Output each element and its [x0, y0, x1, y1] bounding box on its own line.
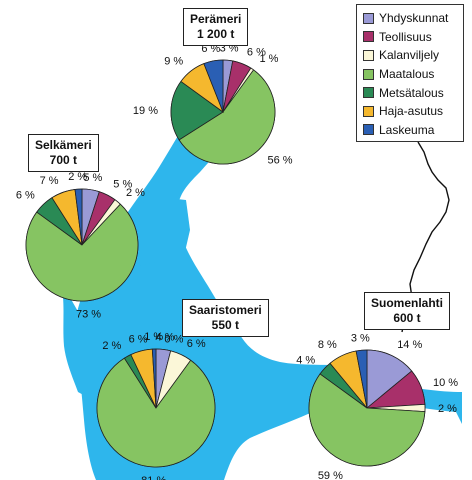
pie-charts: 3 % 6 %1 %56 %19 %9 %6 %5 %5 %2 %73 %6 %7…	[16, 42, 458, 480]
legend-label: Maatalous	[379, 67, 435, 82]
pie-slice-maatalous	[25, 203, 139, 302]
data-label: 73 %	[76, 309, 101, 321]
data-label: 4 %	[296, 354, 315, 366]
data-label: 2 %	[102, 340, 121, 352]
legend-swatch	[363, 87, 374, 99]
data-label: 7 %	[40, 175, 59, 187]
legend-item: Yhdyskunnat	[363, 9, 459, 28]
data-label: 81 %	[141, 475, 166, 480]
region-load: 700 t	[49, 153, 78, 167]
legend-label: Laskeuma	[379, 122, 435, 137]
pie-slice-laskeuma	[74, 188, 83, 246]
data-label: 1 %	[144, 331, 163, 343]
data-label: 2 %	[68, 171, 87, 183]
legend-label: Kalanviljely	[379, 48, 440, 63]
data-label: 56 %	[268, 154, 293, 166]
data-label: 5 %	[113, 179, 132, 191]
legend-label: Haja-asutus	[379, 104, 444, 119]
legend-label: Teollisuus	[379, 29, 432, 44]
data-label: 6 %	[187, 338, 206, 350]
region-load: 1 200 t	[197, 27, 235, 41]
legend-item: Metsätalous	[363, 83, 459, 102]
region-label-selkameri: Selkämeri 700 t	[28, 134, 99, 172]
data-label: 0 %	[164, 333, 183, 345]
legend-item: Kalanviljely	[363, 46, 459, 65]
legend-swatch	[363, 49, 374, 61]
region-label-suomenlahti: Suomenlahti 600 t	[364, 292, 451, 330]
data-label: 2 %	[126, 187, 145, 199]
pie-slice-metsatalous	[170, 80, 224, 141]
legend-item: Laskeuma	[363, 121, 459, 140]
pie-3: 14 % 10 % 2 % 59 % 4 %8 % 3 %	[296, 332, 458, 480]
legend-swatch	[363, 68, 374, 80]
region-load: 600 t	[393, 311, 421, 325]
legend: Yhdyskunnat Teollisuus Kalanviljely Maat…	[356, 4, 464, 142]
pie-slice-laskeuma	[355, 349, 368, 409]
legend-swatch	[363, 31, 374, 43]
data-label: 9 %	[164, 56, 183, 68]
legend-swatch	[363, 105, 374, 117]
legend-item: Teollisuus	[363, 28, 459, 47]
data-label: 59 %	[318, 470, 343, 480]
data-label: 19 %	[133, 105, 158, 117]
pie-slice-laskeuma	[203, 59, 224, 113]
region-load: 550 t	[211, 318, 240, 332]
sea-area	[60, 280, 96, 402]
region-name: Selkämeri	[35, 138, 92, 152]
data-label: 6 %	[129, 333, 148, 345]
legend-label: Yhdyskunnat	[379, 11, 449, 26]
data-label: 6 %	[247, 47, 266, 59]
legend-item: Haja-asutus	[363, 102, 459, 121]
region-label-peramari: Perämeri 1 200 t	[183, 8, 249, 46]
region-label-saaristomeri: Saaristomeri 550 t	[182, 299, 269, 337]
pie-slice-maatalous	[96, 357, 216, 468]
data-label: 1 %	[260, 53, 279, 65]
data-label: 3 %	[351, 332, 370, 344]
data-label: 8 %	[318, 339, 337, 351]
region-name: Perämeri	[190, 12, 242, 26]
legend-label: Metsätalous	[379, 85, 444, 100]
data-label: 5 %	[83, 172, 102, 184]
pie-1: 5 %5 %2 %73 %6 %7 % 2 %	[16, 171, 145, 321]
data-label: 14 %	[397, 339, 422, 351]
legend-swatch	[363, 124, 374, 136]
data-label: 10 %	[433, 377, 458, 389]
pie-slice-maatalous	[178, 69, 276, 165]
pie-2: 4 %0 %6 %81 %2 %6 %1 %	[96, 331, 216, 480]
region-name: Suomenlahti	[371, 296, 444, 310]
data-label: 2 %	[438, 403, 457, 415]
region-name: Saaristomeri	[189, 303, 262, 317]
legend-item: Maatalous	[363, 65, 459, 84]
data-label: 6 %	[201, 43, 220, 55]
pie-slice-yhdyskunnat	[366, 349, 413, 409]
pie-0: 3 % 6 %1 %56 %19 %9 %6 %	[133, 42, 293, 166]
data-label: 4 %	[156, 332, 175, 344]
pie-slice-laskeuma	[151, 348, 157, 409]
data-label: 6 %	[16, 190, 35, 202]
pie-slice-maatalous	[308, 373, 426, 467]
legend-swatch	[363, 12, 374, 24]
